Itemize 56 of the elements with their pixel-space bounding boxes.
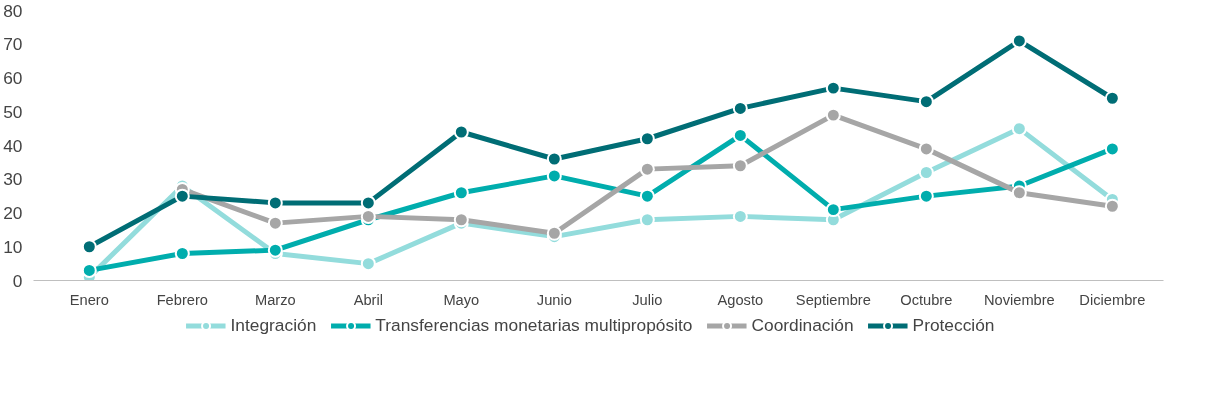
point [825, 202, 841, 218]
point [546, 225, 562, 241]
point [453, 124, 469, 140]
y-tick-label: 50 [3, 101, 23, 122]
point [174, 188, 190, 204]
legend-label: Protección [912, 314, 995, 336]
x-tick-label: Julio [632, 291, 663, 308]
point [918, 188, 934, 204]
x-tick-label: Noviembre [983, 291, 1055, 308]
point [267, 195, 283, 211]
x-tick-label: Septiembre [795, 291, 871, 308]
point [453, 185, 469, 201]
point [546, 151, 562, 167]
point [267, 242, 283, 258]
y-tick-label: 0 [12, 270, 23, 291]
x-tick-label: Agosto [717, 291, 764, 308]
y-tick-label: 70 [3, 34, 23, 55]
x-tick-label: Octubre [900, 291, 953, 308]
y-tick-label: 60 [3, 68, 23, 88]
point [639, 131, 655, 147]
point [1011, 33, 1027, 49]
point [918, 165, 934, 180]
point [825, 80, 841, 96]
y-tick-label: 20 [3, 203, 23, 223]
point [81, 239, 97, 255]
y-tick-label: 30 [3, 169, 23, 190]
point [639, 161, 655, 177]
point [918, 141, 934, 157]
point [267, 215, 283, 231]
point [1104, 90, 1120, 106]
y-tick-label: 80 [3, 0, 23, 21]
point [639, 188, 655, 204]
point [174, 246, 190, 261]
x-tick-label: Febrero [156, 291, 208, 308]
point [1104, 198, 1120, 214]
point [1011, 121, 1027, 137]
x-tick-label: Mayo [443, 291, 480, 308]
point [918, 94, 934, 110]
y-tick-label: 40 [3, 135, 23, 156]
x-tick-label: Abril [353, 291, 383, 308]
point [1104, 141, 1120, 157]
point [732, 158, 748, 174]
x-tick-label: Marzo [254, 291, 296, 308]
point [546, 168, 562, 184]
y-tick-label: 10 [3, 236, 23, 257]
x-tick-label: Junio [536, 291, 572, 308]
x-tick-label: Enero [69, 291, 109, 308]
x-tick-label: Diciembre [1079, 291, 1146, 308]
point [1011, 185, 1027, 201]
point [825, 107, 841, 123]
point [360, 195, 376, 211]
point [639, 212, 655, 228]
legend-label: Transferencias monetarias multipropósito [375, 314, 693, 336]
legend-label: Coordinación [751, 314, 854, 336]
legend-label: Integración [230, 314, 317, 336]
point [360, 256, 376, 272]
